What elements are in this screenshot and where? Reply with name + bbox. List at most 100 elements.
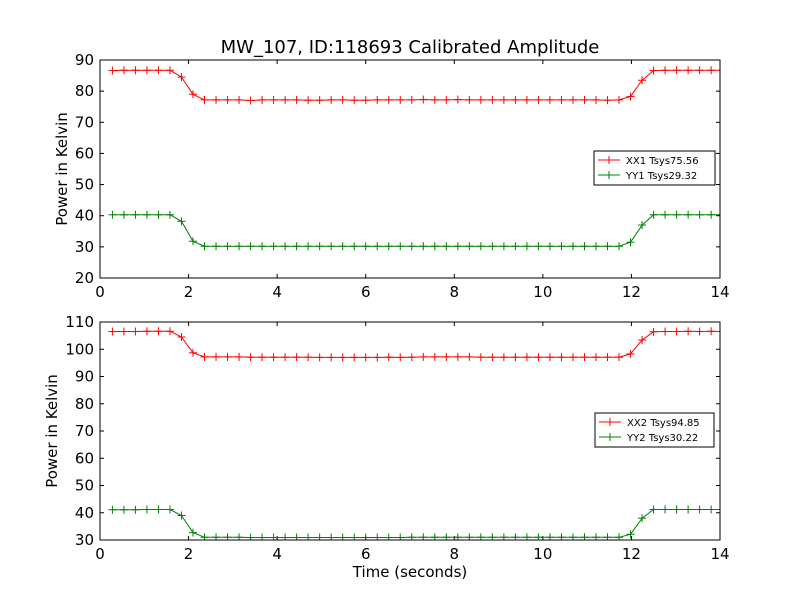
data-point <box>453 352 462 361</box>
data-point <box>142 505 151 514</box>
data-point <box>350 533 359 540</box>
data-point <box>672 210 681 219</box>
data-point <box>592 242 600 251</box>
y-tick-label: 50 <box>75 176 94 194</box>
data-point <box>235 242 244 251</box>
x-tick-label: 0 <box>95 545 105 563</box>
data-point <box>108 327 117 336</box>
data-point <box>649 327 658 336</box>
data-point <box>649 210 658 219</box>
data-point <box>200 242 209 251</box>
data-point <box>499 353 508 362</box>
data-point <box>684 210 693 219</box>
data-point <box>407 353 416 362</box>
legend-label: XX1 Tsys75.56 <box>626 156 699 167</box>
y-tick-label: 30 <box>75 531 94 549</box>
data-point <box>684 327 693 336</box>
x-tick-label: 12 <box>622 545 641 563</box>
data-point <box>165 505 174 514</box>
data-point <box>488 353 497 362</box>
data-point <box>695 210 704 219</box>
data-point <box>419 95 428 104</box>
data-point <box>615 95 624 104</box>
x-tick-label: 4 <box>272 545 282 563</box>
data-point <box>499 95 508 104</box>
data-point <box>304 242 313 251</box>
data-point <box>649 505 658 514</box>
data-point <box>661 327 670 336</box>
data-point <box>361 96 370 105</box>
data-point <box>707 505 716 514</box>
data-point <box>407 95 416 104</box>
data-point <box>327 533 336 540</box>
data-point <box>281 533 290 540</box>
data-point <box>142 66 151 75</box>
data-point <box>177 332 186 341</box>
y-tick-label: 20 <box>75 269 94 287</box>
y-tick-label: 70 <box>75 422 94 440</box>
data-point <box>396 353 405 362</box>
x-axis-label: Time (seconds) <box>352 563 468 581</box>
data-point <box>154 505 163 514</box>
data-point <box>545 353 554 362</box>
x-tick-label: 8 <box>450 545 460 563</box>
data-point <box>177 217 186 226</box>
data-point <box>373 242 382 251</box>
data-point <box>557 353 566 362</box>
data-point <box>511 353 520 362</box>
data-point <box>338 533 347 540</box>
data-point <box>430 352 439 361</box>
data-point <box>189 528 197 537</box>
data-point <box>165 210 174 219</box>
data-point <box>200 352 209 361</box>
data-point <box>373 353 382 362</box>
data-point <box>281 242 290 251</box>
data-point <box>603 353 612 362</box>
data-point <box>522 95 531 104</box>
y-tick-label: 110 <box>65 313 94 331</box>
data-point <box>534 242 543 251</box>
data-point <box>269 353 278 362</box>
data-point <box>649 66 658 75</box>
data-point <box>442 242 451 251</box>
data-point <box>246 96 255 105</box>
legend-entry: XX2 Tsys94.85 <box>599 418 700 429</box>
data-point <box>292 95 301 104</box>
data-point <box>465 242 474 251</box>
y-tick-label: 30 <box>75 238 94 256</box>
data-point <box>488 95 497 104</box>
data-point <box>246 242 255 251</box>
data-point <box>165 327 174 336</box>
data-point <box>165 66 174 75</box>
data-point <box>511 242 520 251</box>
data-point <box>189 348 197 357</box>
data-point <box>315 353 324 362</box>
data-point <box>592 95 600 104</box>
top-plot: 0 2 4 6 8 10 12 14 20 30 40 50 60 70 80 90 Power in Kelv… <box>53 51 730 301</box>
data-point <box>292 533 301 540</box>
data-point <box>615 353 624 362</box>
data-point <box>465 352 474 361</box>
data-point <box>672 327 681 336</box>
data-point <box>131 66 140 75</box>
x-tick-label: 14 <box>710 545 729 563</box>
data-point <box>315 242 324 251</box>
data-point <box>361 353 370 362</box>
data-point <box>327 242 336 251</box>
data-point <box>476 353 485 362</box>
data-point <box>189 90 197 99</box>
legend: XX2 Tsys94.85 YY2 Tsys30.22 <box>594 412 715 448</box>
data-point <box>545 95 554 104</box>
data-point <box>488 242 497 251</box>
data-point <box>304 96 313 105</box>
data-point <box>292 353 301 362</box>
x-tick-label: 10 <box>533 283 552 301</box>
data-point <box>396 95 405 104</box>
data-point <box>131 210 140 219</box>
data-point <box>269 95 278 104</box>
data-point <box>315 96 324 105</box>
data-point <box>672 66 681 75</box>
axes-frame <box>99 59 721 279</box>
